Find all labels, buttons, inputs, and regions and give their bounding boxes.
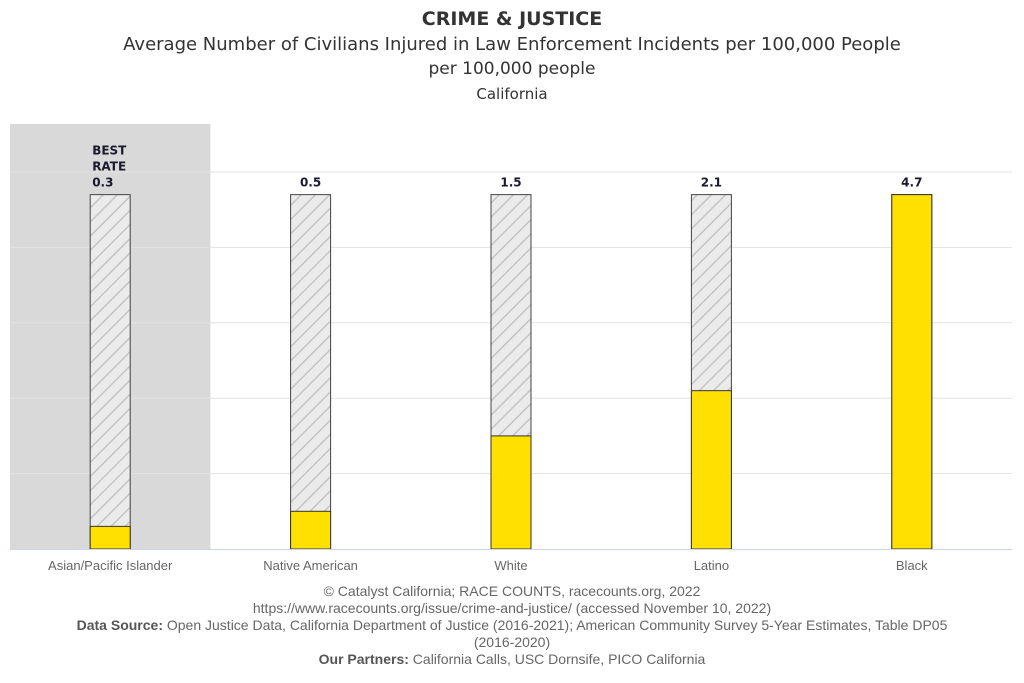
footer-source: Data Source: Open Justice Data, Californ…: [0, 617, 1024, 651]
x-tick-label: Asian/Pacific Islander: [48, 558, 173, 573]
data-label: 0.5: [300, 176, 321, 190]
x-tick-label: White: [494, 558, 527, 573]
data-label: 1.5: [500, 176, 521, 190]
bar: [690, 390, 732, 550]
x-tick-label: Latino: [694, 558, 729, 573]
best-rate-label: BEST: [92, 144, 127, 158]
x-tick-label: Native American: [263, 558, 358, 573]
partners-text: California Calls, USC Dornsife, PICO Cal…: [412, 651, 706, 667]
x-tick-label: Black: [896, 558, 928, 573]
source-text: Open Justice Data, California Department…: [166, 617, 948, 650]
chart-subtitle: Average Number of Civilians Injured in L…: [123, 34, 901, 55]
chart-unit: per 100,000 people: [428, 59, 596, 79]
bar-background: [290, 194, 332, 550]
footer-url: https://www.racecounts.org/issue/crime-a…: [252, 600, 772, 616]
bar: [490, 435, 532, 550]
source-label: Data Source:: [76, 617, 163, 633]
chart-geography: California: [476, 85, 548, 103]
bar: [290, 510, 332, 550]
bar: [89, 525, 131, 550]
partners-label: Our Partners:: [318, 651, 409, 667]
data-label: 0.3: [92, 176, 113, 190]
chart-title: CRIME & JUSTICE: [421, 8, 603, 30]
footer-copyright: © Catalyst California; RACE COUNTS, race…: [323, 583, 701, 599]
best-rate-label: RATE: [92, 160, 126, 174]
bar: [891, 194, 933, 550]
data-label: 4.7: [901, 176, 922, 190]
data-label: 2.1: [701, 176, 722, 190]
bar-background: [89, 194, 131, 550]
footer-partners: Our Partners: California Calls, USC Dorn…: [0, 651, 1024, 668]
